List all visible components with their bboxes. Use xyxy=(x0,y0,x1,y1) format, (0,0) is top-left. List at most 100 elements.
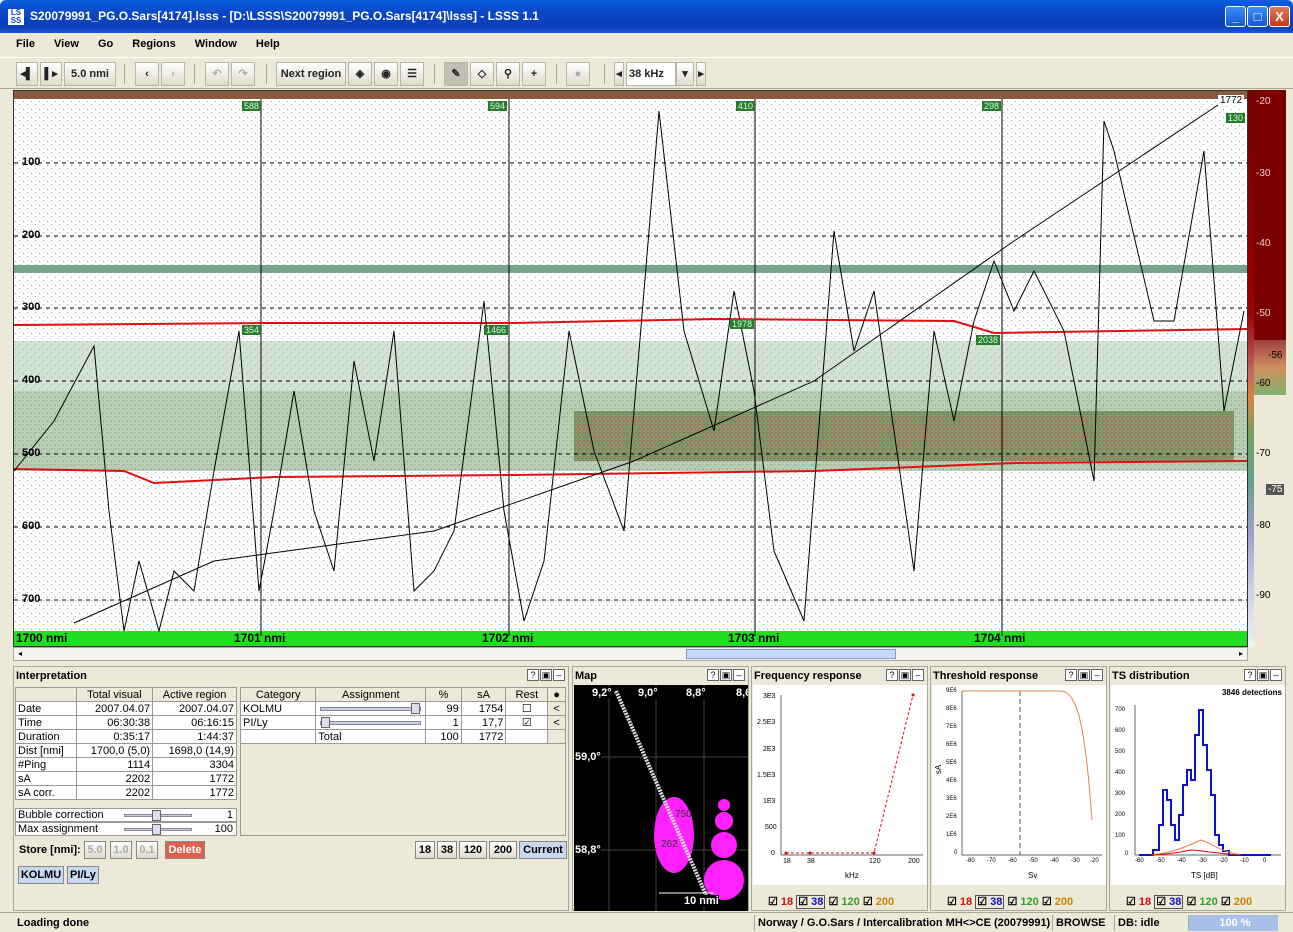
check-120[interactable]: ☑ 120 xyxy=(1007,896,1039,908)
record-icon[interactable]: ● xyxy=(566,62,590,86)
minimize-icon[interactable]: – xyxy=(553,669,565,681)
minimize-icon[interactable]: – xyxy=(1091,669,1103,681)
scroll-thumb[interactable] xyxy=(686,649,896,659)
help-icon[interactable]: ? xyxy=(1065,669,1077,681)
step-forward-icon[interactable]: ▌▸ xyxy=(40,62,62,86)
help-icon[interactable]: ? xyxy=(1244,669,1256,681)
region-tag[interactable]: 410 xyxy=(736,101,756,111)
menu-window[interactable]: Window xyxy=(194,38,237,50)
y-tick: 9E6 xyxy=(946,688,957,694)
back-icon[interactable]: ‹ xyxy=(135,62,159,86)
scroll-right-icon[interactable]: ▸ xyxy=(1238,649,1243,658)
zoom-icon[interactable]: ⚲ xyxy=(496,62,520,86)
y-tick: 4E6 xyxy=(946,778,957,784)
chevron-down-icon[interactable]: ▾ xyxy=(676,62,694,86)
forward-icon[interactable]: › xyxy=(161,62,185,86)
menu-file[interactable]: File xyxy=(16,38,35,50)
y-tick: 300 xyxy=(1115,791,1126,797)
table-row[interactable]: KOLMU 99 1754 ☐ < xyxy=(239,701,566,716)
store-01-button[interactable]: 0.1 xyxy=(136,841,158,859)
check-200[interactable]: ☑ 200 xyxy=(1220,896,1253,908)
menu-go[interactable]: Go xyxy=(97,38,114,50)
freq-prev-icon[interactable]: ◂ xyxy=(614,62,624,86)
current-button[interactable]: Current xyxy=(519,841,567,859)
menu-regions[interactable]: Regions xyxy=(132,38,176,50)
region-tag[interactable]: 130 xyxy=(1226,113,1246,123)
close-button[interactable]: X xyxy=(1269,6,1290,27)
undo-icon[interactable]: ↶ xyxy=(205,62,229,86)
detach-icon[interactable]: ▣ xyxy=(1257,669,1269,681)
freq-next-icon[interactable]: ▸ xyxy=(696,62,706,86)
store-5-button[interactable]: 5.0 xyxy=(84,841,106,859)
store-1-button[interactable]: 1.0 xyxy=(110,841,132,859)
redo-icon[interactable]: ↷ xyxy=(231,62,255,86)
minimize-icon[interactable]: – xyxy=(1270,669,1282,681)
rest-checkbox[interactable]: ☑ xyxy=(505,715,549,730)
region-icon[interactable]: ◈ xyxy=(348,62,372,86)
max-assignment-value[interactable]: 100 xyxy=(214,823,233,835)
help-icon[interactable]: ? xyxy=(886,669,898,681)
check-18[interactable]: ☑ 18 xyxy=(947,896,973,908)
layers-icon[interactable]: ☰ xyxy=(400,62,424,86)
check-120[interactable]: ☑ 120 xyxy=(828,896,860,908)
next-region-button[interactable]: Next region xyxy=(276,62,346,86)
distance-button[interactable]: 5.0 nmi xyxy=(64,62,116,86)
map-canvas[interactable]: 9,2° 9,0° 8,8° 8,6 59,0° 58,8° 750 262 1… xyxy=(574,685,748,911)
rest-checkbox[interactable]: ☐ xyxy=(505,701,549,716)
help-icon[interactable]: ? xyxy=(707,669,719,681)
region-tag[interactable]: 354 xyxy=(242,325,262,335)
detach-icon[interactable]: ▣ xyxy=(720,669,732,681)
frequency-select[interactable]: 38 kHz xyxy=(626,62,676,86)
menu-view[interactable]: View xyxy=(54,38,79,50)
check-18[interactable]: ☑ 18 xyxy=(768,896,794,908)
horizontal-scrollbar[interactable]: ◂ ▸ xyxy=(13,647,1248,661)
region-tag[interactable]: 2038 xyxy=(976,335,1001,345)
pencil-icon[interactable]: ✎ xyxy=(444,62,468,86)
eraser-icon[interactable]: ◇ xyxy=(470,62,494,86)
arrow-button[interactable]: < xyxy=(547,715,566,730)
region-tag[interactable]: 1466 xyxy=(484,325,509,335)
region-tag[interactable]: 588 xyxy=(242,101,262,111)
species-kolmu-button[interactable]: KOLMU xyxy=(18,866,64,884)
check-120[interactable]: ☑ 120 xyxy=(1186,896,1218,908)
check-38[interactable]: ☑ 38 xyxy=(796,895,826,909)
maximize-button[interactable]: □ xyxy=(1247,6,1268,27)
minimize-icon[interactable]: – xyxy=(912,669,924,681)
help-icon[interactable]: ? xyxy=(527,669,539,681)
crosshair-icon[interactable]: + xyxy=(522,62,546,86)
minimize-icon[interactable]: – xyxy=(733,669,745,681)
x-tick: 38 xyxy=(807,858,815,865)
slider-thumb[interactable] xyxy=(152,824,161,835)
bubble-correction-value[interactable]: 1 xyxy=(226,809,233,821)
check-200[interactable]: ☑ 200 xyxy=(862,896,895,908)
region-tag[interactable]: 1978 xyxy=(730,319,755,329)
freq-18-button[interactable]: 18 xyxy=(415,841,435,859)
freq-38-button[interactable]: 38 xyxy=(437,841,457,859)
detach-icon[interactable]: ▣ xyxy=(540,669,552,681)
arrow-button[interactable]: < xyxy=(547,701,566,716)
target-icon[interactable]: ◉ xyxy=(374,62,398,86)
check-38[interactable]: ☑ 38 xyxy=(975,895,1005,909)
check-38[interactable]: ☑ 38 xyxy=(1154,895,1184,909)
region-tag[interactable]: 594 xyxy=(488,101,508,111)
scroll-left-icon[interactable]: ◂ xyxy=(17,649,22,658)
map-lon-label: 9,0° xyxy=(638,687,658,699)
menu-help[interactable]: Help xyxy=(255,38,280,50)
echogram[interactable]: 100 200 300 400 500 600 700 1700 nmi 170… xyxy=(13,90,1248,647)
freq-200-button[interactable]: 200 xyxy=(489,841,517,859)
step-back-icon[interactable]: ◂▌ xyxy=(16,62,38,86)
assignment-slider[interactable] xyxy=(315,701,427,716)
detach-icon[interactable]: ▣ xyxy=(1078,669,1090,681)
freq-120-button[interactable]: 120 xyxy=(459,841,487,859)
delete-button[interactable]: Delete xyxy=(165,841,205,859)
minimize-button[interactable]: _ xyxy=(1225,6,1246,27)
check-200[interactable]: ☑ 200 xyxy=(1041,896,1074,908)
slider-thumb[interactable] xyxy=(152,810,161,821)
check-18[interactable]: ☑ 18 xyxy=(1126,896,1152,908)
assignment-slider[interactable] xyxy=(315,715,427,730)
table-row[interactable]: PI/Ly 1 17,7 ☑ < xyxy=(239,715,566,730)
region-tag[interactable]: 298 xyxy=(982,101,1002,111)
ts-chart-graphic xyxy=(1134,705,1281,856)
detach-icon[interactable]: ▣ xyxy=(899,669,911,681)
species-plly-button[interactable]: PI/Ly xyxy=(67,866,99,884)
